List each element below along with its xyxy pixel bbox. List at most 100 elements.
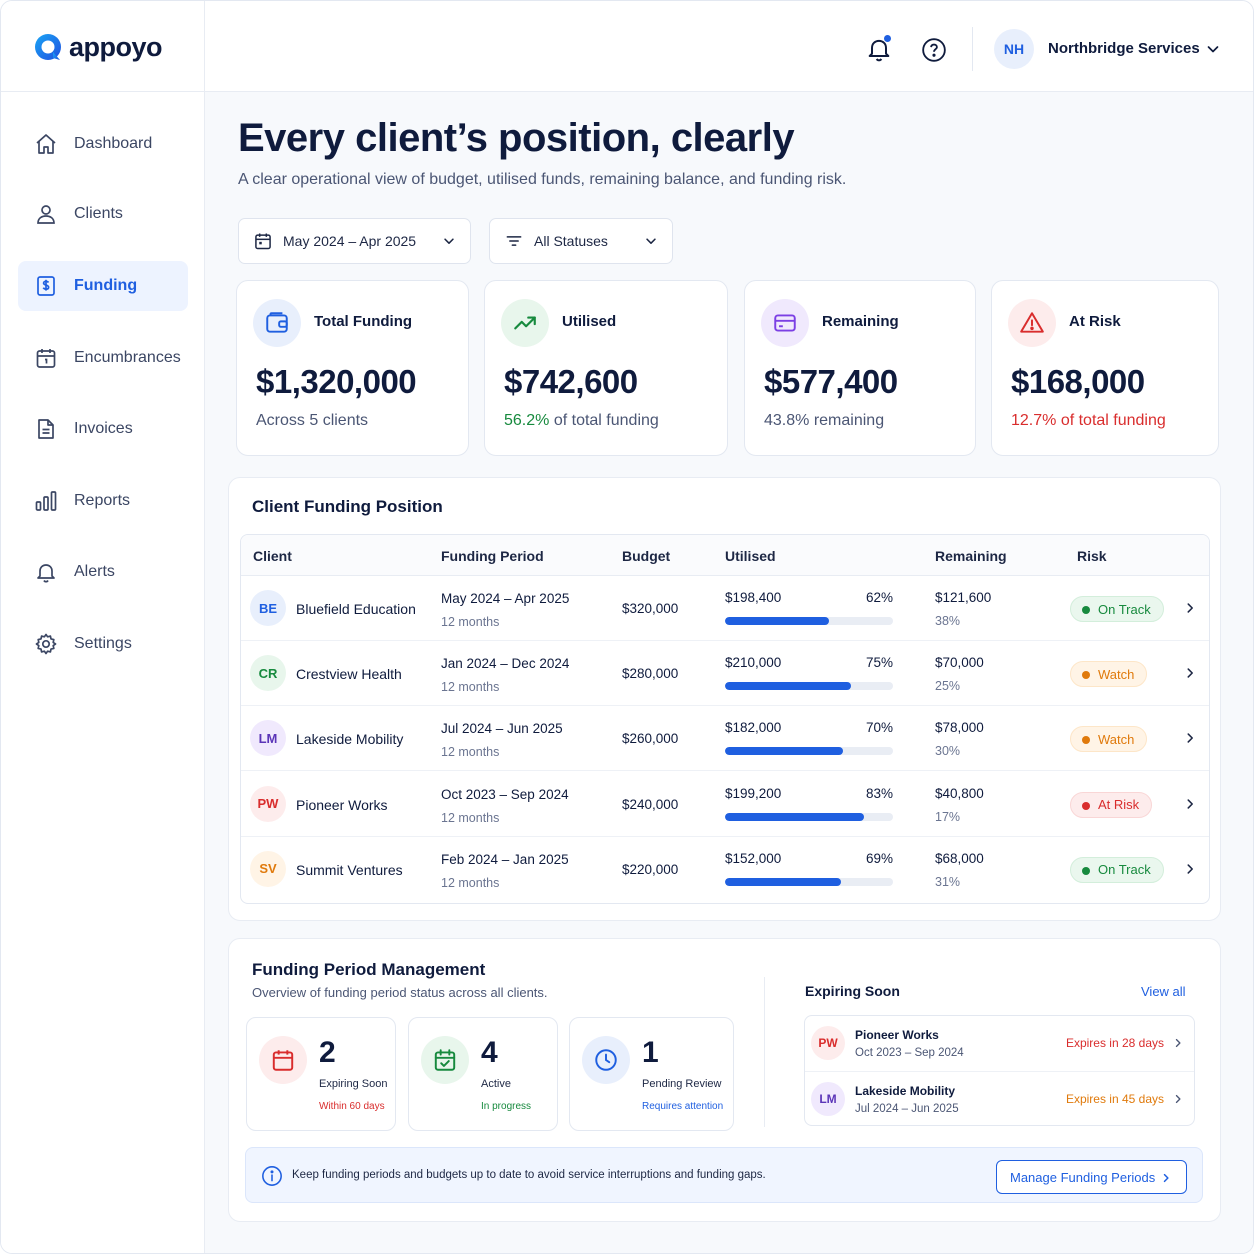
date-range-select[interactable]: May 2024 – Apr 2025	[238, 218, 471, 264]
utilisation-bar-fill	[725, 812, 865, 821]
expiring-list: PW Pioneer Works Oct 2023 – Sep 2024 Exp…	[804, 1015, 1195, 1126]
remaining-percent: 25%	[935, 679, 961, 694]
kpi-note: 12.7% of total funding	[1011, 412, 1166, 429]
sidebar-item-alerts[interactable]: Alerts	[18, 547, 188, 597]
chevron-right-icon	[1175, 1094, 1181, 1104]
topbar: NH Northbridge Services	[205, 1, 1253, 92]
utilised-value: $199,200	[725, 785, 782, 801]
brand-logo[interactable]: appoyo	[33, 29, 163, 65]
column-header-utilised[interactable]: Utilised	[725, 548, 776, 564]
org-avatar[interactable]: NH	[994, 29, 1034, 69]
column-header-remaining[interactable]: Remaining	[935, 548, 1007, 564]
expiring-period: Oct 2023 – Sep 2024	[855, 1047, 964, 1059]
column-header-client[interactable]: Client	[253, 548, 292, 564]
column-header-risk[interactable]: Risk	[1077, 548, 1107, 564]
risk-badge: On Track	[1070, 856, 1164, 883]
avatar: CR	[250, 655, 286, 692]
budget-value: $240,000	[622, 796, 679, 812]
calendar-icon	[36, 349, 56, 368]
expiring-client-name: Lakeside Mobility	[855, 1084, 956, 1098]
panel-title: Funding Period Management	[252, 960, 486, 979]
chevron-down-icon[interactable]	[1205, 41, 1221, 57]
org-name[interactable]: Northbridge Services	[1048, 40, 1200, 57]
avatar: BE	[250, 590, 286, 626]
table-row[interactable]: CR Crestview Health Jan 2024 – Dec 2024 12 …	[241, 641, 1209, 707]
kpi-label: Total Funding	[314, 313, 413, 330]
stat-label: Expiring Soon	[319, 1078, 388, 1090]
sidebar-item-clients[interactable]: Clients	[18, 189, 188, 239]
stat-card-active[interactable]: 4 Active In progress	[408, 1017, 558, 1131]
sidebar-item-label: Dashboard	[74, 135, 153, 152]
panel-subtitle: Overview of funding period status across…	[252, 985, 548, 1000]
chevron-down-icon	[444, 238, 454, 244]
column-header-budget[interactable]: Budget	[622, 548, 671, 564]
chevron-right-icon[interactable]	[1183, 731, 1197, 745]
stat-card-pending-review[interactable]: 1 Pending Review Requires attention	[569, 1017, 734, 1131]
client-name: Lakeside Mobility	[296, 731, 404, 748]
bell-icon	[37, 564, 55, 583]
table-row[interactable]: SV Summit Ventures Feb 2024 – Jan 2025 12 m…	[241, 837, 1209, 902]
list-item[interactable]: PW Pioneer Works Oct 2023 – Sep 2024 Exp…	[805, 1016, 1194, 1071]
calendar-check-icon	[421, 1036, 469, 1084]
utilised-percent: 83%	[865, 785, 893, 801]
funding-period: Feb 2024 – Jan 2025	[441, 851, 569, 867]
brand-name: appoyo	[69, 31, 163, 62]
status-value: All Statuses	[534, 233, 608, 249]
risk-badge: At Risk	[1070, 791, 1153, 818]
column-header-period[interactable]: Funding Period	[441, 548, 544, 564]
utilisation-bar-fill	[725, 617, 830, 625]
status-select[interactable]: All Statuses	[489, 218, 673, 264]
manage-funding-periods-button[interactable]: Manage Funding Periods	[996, 1160, 1187, 1194]
chevron-right-icon[interactable]	[1183, 862, 1197, 876]
funding-period: Jan 2024 – Dec 2024	[441, 656, 570, 672]
funding-period: May 2024 – Apr 2025	[441, 591, 570, 606]
stat-card-expiring-soon[interactable]: 2 Expiring Soon Within 60 days	[246, 1017, 396, 1131]
sidebar-item-encumbrances[interactable]: Encumbrances	[18, 333, 188, 383]
sidebar-item-invoices[interactable]: Invoices	[18, 404, 188, 454]
funding-months: 12 months	[441, 810, 500, 825]
sidebar-item-label: Clients	[74, 205, 123, 222]
wallet-icon	[253, 299, 301, 347]
appoyo-logo-icon	[33, 31, 65, 63]
gear-icon	[35, 633, 57, 655]
stat-number: 4	[481, 1036, 498, 1069]
home-icon	[36, 134, 56, 154]
kpi-card-total-funding: Total Funding $1,320,000 Across 5 client…	[236, 280, 469, 456]
view-all-link[interactable]: View all	[1141, 984, 1186, 999]
info-banner: Keep funding periods and budgets up to d…	[245, 1147, 1203, 1203]
kpi-note: 56.2% of total funding	[504, 412, 659, 430]
table-row[interactable]: PW Pioneer Works Oct 2023 – Sep 2024 12 mon…	[241, 772, 1209, 837]
table-row[interactable]: BE Bluefield Education May 2024 – Apr 2025…	[241, 576, 1209, 641]
sidebar-item-settings[interactable]: Settings	[18, 619, 188, 669]
sidebar-item-funding[interactable]: Funding	[18, 261, 188, 311]
table-row[interactable]: LM Lakeside Mobility Jul 2024 – Jun 2025 12…	[241, 706, 1209, 772]
notifications-bell-icon[interactable]	[865, 35, 893, 63]
utilisation-bar-fill	[725, 682, 851, 691]
sidebar-item-reports[interactable]: Reports	[18, 476, 188, 526]
document-icon	[38, 419, 54, 439]
chevron-right-icon[interactable]	[1183, 601, 1197, 615]
avatar: PW	[811, 1026, 845, 1060]
utilised-value: $182,000	[725, 720, 782, 736]
remaining-percent: 30%	[935, 744, 961, 759]
chevron-right-icon	[1175, 1038, 1181, 1048]
help-icon[interactable]	[921, 37, 947, 63]
sidebar-item-dashboard[interactable]: Dashboard	[18, 119, 188, 169]
utilised-value: $210,000	[725, 655, 782, 671]
client-funding-panel: Client Funding Position Client Funding P…	[228, 477, 1221, 921]
kpi-note-strong: 56.2%	[504, 412, 550, 429]
client-name: Pioneer Works	[296, 796, 388, 813]
date-range-value: May 2024 – Apr 2025	[283, 233, 417, 249]
chevron-right-icon[interactable]	[1183, 666, 1197, 680]
stat-note: Requires attention	[642, 1101, 724, 1112]
sidebar-item-label: Funding	[74, 277, 138, 294]
sidebar: appoyo Dashboard Clients Funding Encumbr…	[1, 1, 205, 1253]
bar-chart-icon	[35, 491, 57, 511]
kpi-label: Remaining	[822, 313, 899, 330]
avatar: LM	[811, 1082, 845, 1116]
list-item[interactable]: LM Lakeside Mobility Jul 2024 – Jun 2025…	[805, 1071, 1194, 1125]
expiring-days: Expires in 45 days	[1065, 1092, 1164, 1106]
budget-value: $260,000	[622, 731, 679, 747]
funding-months: 12 months	[441, 680, 500, 695]
chevron-right-icon[interactable]	[1183, 797, 1197, 811]
